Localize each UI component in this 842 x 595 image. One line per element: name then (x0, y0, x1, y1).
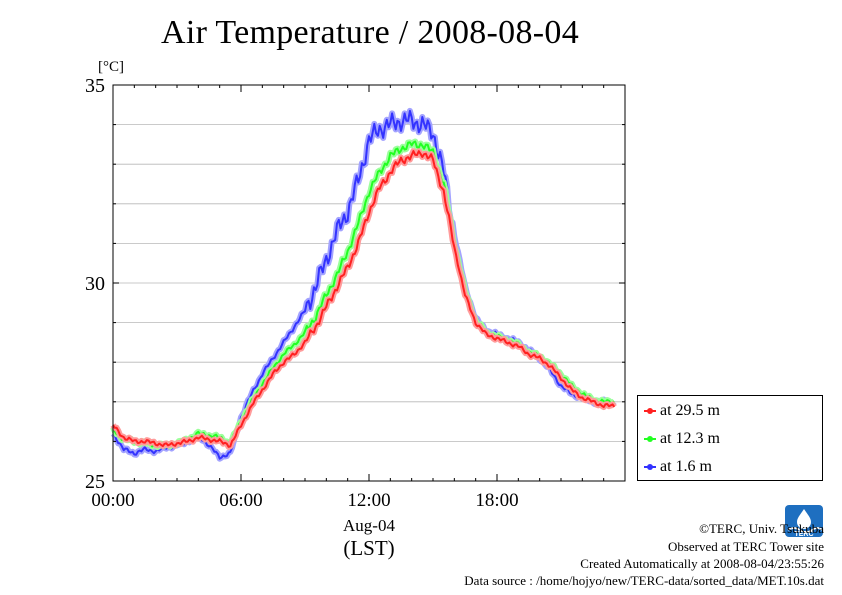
chart-title: Air Temperature / 2008-08-04 (161, 14, 579, 51)
y-tick-label: 30 (85, 273, 105, 295)
logo-lettering: TERC (794, 531, 813, 538)
series-halo (110, 107, 617, 462)
x-date-label: Aug-04 (343, 516, 395, 535)
x-tick-label: 06:00 (219, 490, 262, 511)
legend-label-29-5m: at 29.5 m (660, 402, 720, 419)
x-tick-label: 12:00 (347, 490, 390, 511)
legend-item-29-5m: at 29.5 m (644, 400, 720, 422)
footer-observed: Observed at TERC Tower site (667, 539, 824, 554)
legend-item-12-3m: at 12.3 m (644, 428, 720, 450)
legend-swatch-29-5m (644, 408, 656, 414)
series-line (112, 140, 615, 449)
y-tick-label: 35 (85, 75, 105, 97)
legend-swatch-1-6m (644, 464, 656, 470)
series-halo (110, 138, 616, 451)
series-line (112, 150, 616, 448)
x-tick-label: 00:00 (91, 490, 134, 511)
x-tick-label: 18:00 (475, 490, 518, 511)
axis-ticks: 25 30 35 00:00 06:00 12:00 18:00 (85, 75, 626, 511)
y-axis-label: [°C] (98, 59, 124, 75)
y-tick-label: 25 (85, 471, 105, 493)
x-axis-label: (LST) (343, 536, 394, 560)
footer-source: Data source : /home/hojyo/new/TERC-data/… (464, 573, 824, 588)
legend-swatch-12-3m (644, 436, 656, 442)
footer-copyright: ©TERC, Univ. Tsukuba (699, 521, 824, 536)
legend-item-1-6m: at 1.6 m (644, 456, 712, 478)
series-layer (110, 107, 617, 462)
legend: at 29.5 m at 12.3 m at 1.6 m (637, 395, 823, 481)
legend-label-1-6m: at 1.6 m (660, 458, 712, 475)
legend-label-12-3m: at 12.3 m (660, 430, 720, 447)
terc-logo-icon: TERC (785, 505, 823, 538)
series-halo (110, 148, 617, 450)
footer-created: Created Automatically at 2008-08-04/23:5… (580, 556, 824, 571)
grid-lines (113, 124, 625, 442)
